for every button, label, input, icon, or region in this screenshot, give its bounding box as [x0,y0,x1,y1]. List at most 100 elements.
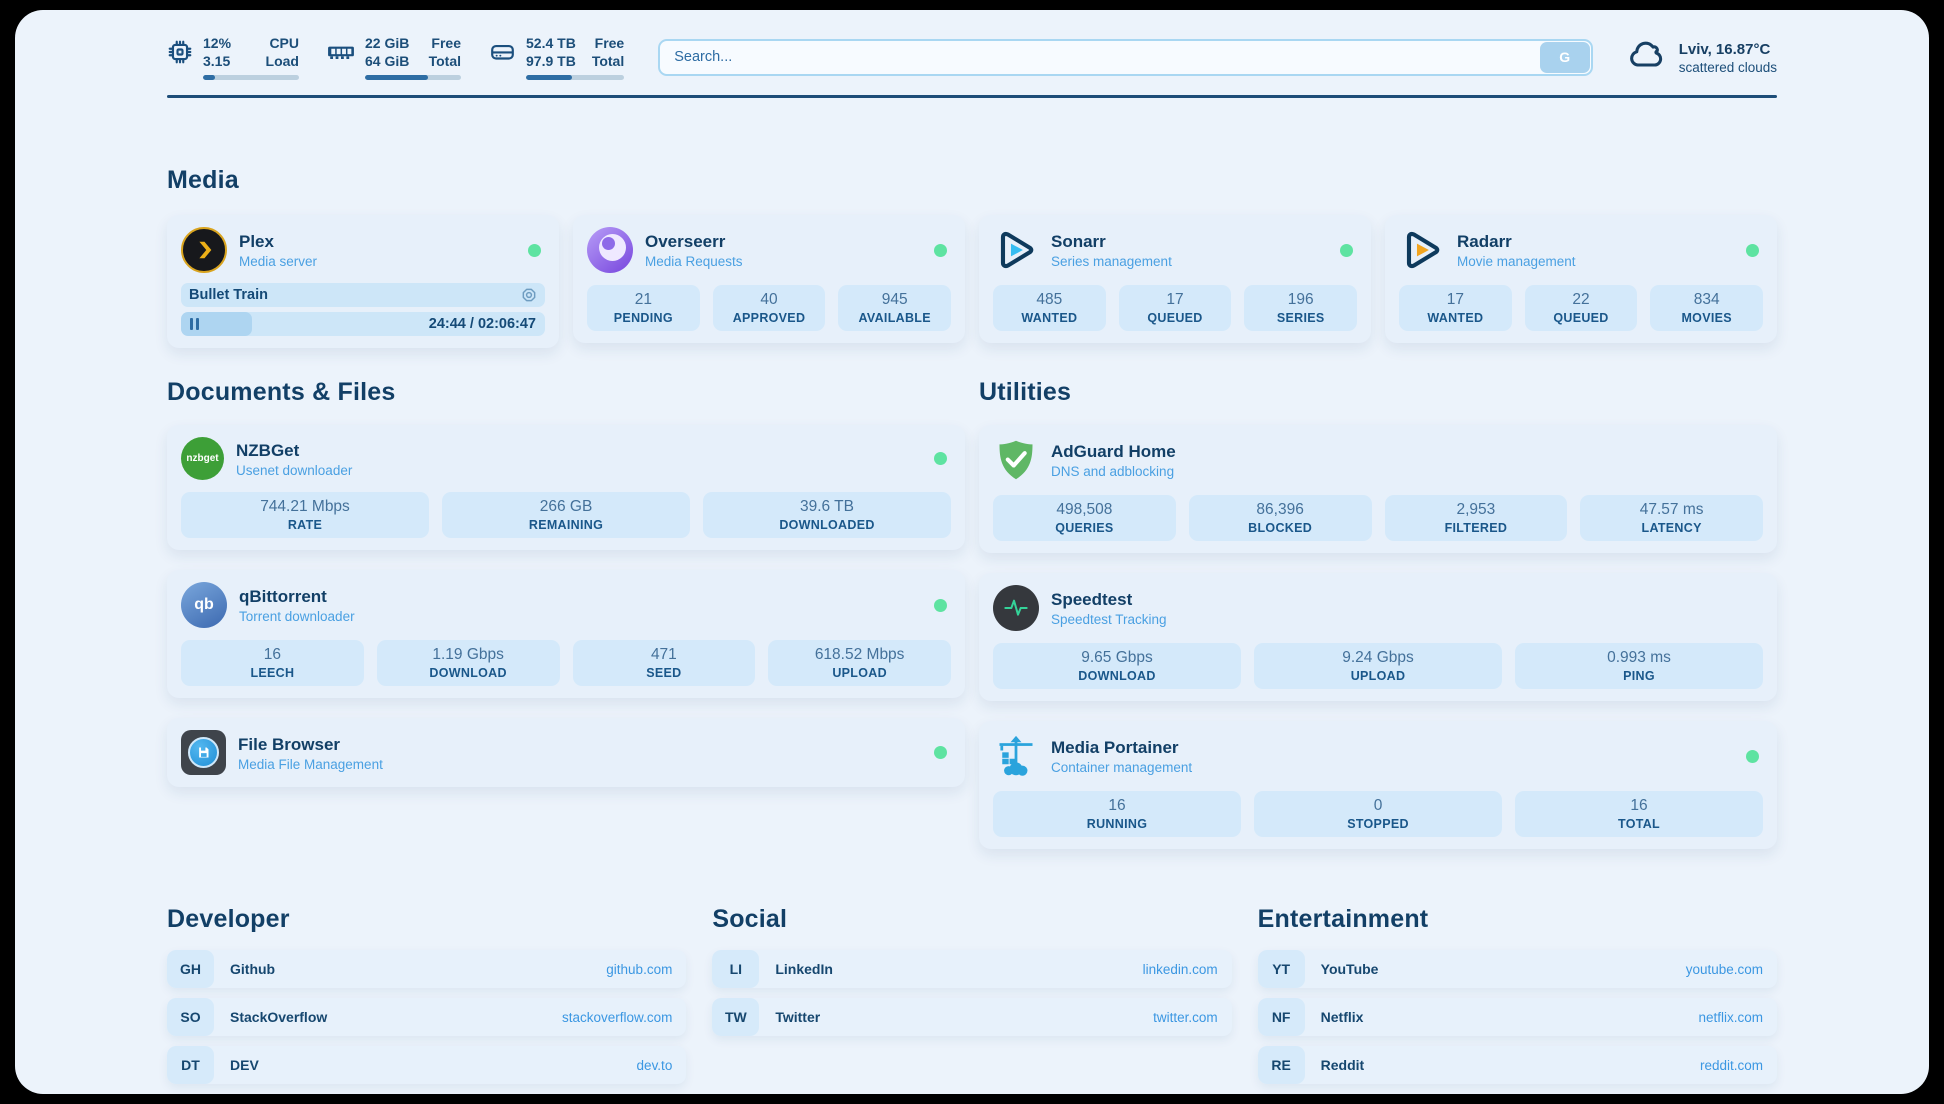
ram-total-value: 64 GiB [365,53,410,69]
section-heading-documents: Documents & Files [167,378,396,406]
stat-upload: 618.52 Mbps UPLOAD [768,640,951,686]
card-radarr[interactable]: Radarr Movie management 17 WANTED 22 QUEUE… [1385,215,1777,343]
app-subtitle: DNS and adblocking [1051,464,1175,479]
ram-icon [327,39,355,70]
card-qbittorrent[interactable]: qb qBittorrent Torrent downloader 16 LEEC… [167,570,965,698]
disk-total-value: 97.9 TB [526,53,576,69]
dashboard: 12% 3.15 CPU Load [15,10,1929,1094]
disk-total-label: Total [591,53,625,69]
app-subtitle: Media server [239,254,318,269]
radarr-icon [1399,227,1445,273]
weather-location-temp: Lviv, 16.87°C [1678,40,1771,58]
app-name: NZBGet [236,440,300,460]
link-linkedin[interactable]: LI LinkedIn linkedin.com [712,950,1232,988]
disk-meter [526,75,625,80]
top-bar: 12% 3.15 CPU Load [167,34,1777,80]
app-subtitle: Container management [1051,760,1193,775]
card-adguard[interactable]: AdGuard Home DNS and adblocking 498,508 Q… [979,425,1777,553]
link-tag: GH [167,950,214,988]
search-input[interactable] [658,38,1593,76]
app-subtitle: Media File Management [238,756,383,772]
status-dot [934,746,947,759]
header-divider [167,95,1777,98]
stat-wanted: 17 WANTED [1399,285,1512,331]
camera-icon [521,287,537,303]
link-reddit[interactable]: RE Reddit reddit.com [1257,1046,1777,1084]
link-twitter[interactable]: TW Twitter twitter.com [712,998,1232,1036]
weather-widget: Lviv, 16.87°C scattered clouds [1627,39,1777,76]
section-heading-utilities: Utilities [979,378,1072,406]
link-youtube[interactable]: YT YouTube youtube.com [1257,950,1777,988]
ram-stat: 22 GiB 64 GiB Free Total [327,34,461,80]
ram-free-label: Free [431,35,461,51]
link-dev[interactable]: DT DEV dev.to [167,1046,687,1084]
stat-series: 196 SERIES [1244,285,1358,331]
stat-downloaded: 39.6 TB DOWNLOADED [703,492,951,538]
search-bar: G [658,38,1593,76]
link-tag: YT [1257,950,1305,988]
app-subtitle: Usenet downloader [236,462,353,478]
app-subtitle: Media Requests [645,254,743,269]
stat-movies: 834 MOVIES [1650,285,1764,331]
link-tag: LI [712,950,760,988]
section-heading-developer: Developer [167,905,290,933]
app-subtitle: Series management [1051,254,1172,269]
app-name: Plex [239,232,274,251]
ram-total-label: Total [428,53,461,69]
ram-free-value: 22 GiB [365,35,410,51]
qbittorrent-icon: qb [181,582,227,628]
card-speedtest[interactable]: Speedtest Speedtest Tracking 9.65 Gbps DO… [979,573,1777,701]
card-sonarr[interactable]: Sonarr Series management 485 WANTED 17 QUE… [979,215,1371,343]
ram-meter [365,75,461,80]
stat-latency: 47.57 ms LATENCY [1580,495,1763,541]
now-playing-title: Bullet Train [189,287,268,303]
speedtest-icon [993,585,1039,631]
stat-remaining: 266 GB REMAINING [442,492,690,538]
link-stackoverflow[interactable]: SO StackOverflow stackoverflow.com [167,998,687,1036]
app-name: Media Portainer [1051,738,1179,757]
google-search-button[interactable]: G [1539,41,1590,73]
disk-stat: 52.4 TB 97.9 TB Free Total [489,34,625,80]
card-overseerr[interactable]: Overseerr Media Requests 21 PENDING 40 APP… [573,215,965,343]
nzbget-icon: nzbget [181,437,224,480]
app-name: Overseerr [645,232,726,251]
plex-icon [181,227,227,273]
stat-running: 16 RUNNING [993,791,1241,837]
status-dot [1340,243,1353,257]
status-dot [934,598,947,612]
portainer-icon [993,733,1039,779]
app-subtitle: Movie management [1457,254,1576,269]
app-name: AdGuard Home [1051,442,1176,461]
stat-blocked: 86,396 BLOCKED [1188,495,1372,541]
link-github[interactable]: GH Github github.com [167,950,687,988]
link-tag: NF [1257,998,1305,1036]
link-netflix[interactable]: NF Netflix netflix.com [1257,998,1777,1036]
weather-condition: scattered clouds [1678,59,1777,75]
cpu-meter [203,75,299,80]
app-name: qBittorrent [239,587,327,606]
cpu-label: CPU [269,35,299,51]
disk-icon [489,39,516,70]
status-dot [1746,243,1759,257]
status-dot [1746,749,1759,763]
card-filebrowser[interactable]: File Browser Media File Management [167,718,965,787]
card-portainer[interactable]: Media Portainer Container management 16 R… [979,721,1777,849]
disk-free-value: 52.4 TB [526,35,576,51]
cpu-icon [167,39,193,70]
cpu-load-label: Load [265,53,299,69]
stat-filtered: 2,953 FILTERED [1384,495,1568,541]
card-nzbget[interactable]: nzbget NZBGet Usenet downloader 744.21 M… [167,425,965,550]
stat-stopped: 0 STOPPED [1254,791,1502,837]
status-dot [528,243,541,257]
stat-total: 16 TOTAL [1515,791,1763,837]
link-tag: SO [167,998,214,1036]
cpu-percent: 12% [203,35,232,51]
app-subtitle: Speedtest Tracking [1051,612,1167,627]
stat-seed: 471 SEED [572,640,756,686]
section-heading-entertainment: Entertainment [1257,905,1429,933]
disk-free-label: Free [594,35,625,51]
link-tag: TW [712,998,760,1036]
cloud-icon [1627,39,1667,76]
card-plex[interactable]: Plex Media server Bullet Train [167,215,559,348]
link-tag: DT [167,1046,214,1084]
